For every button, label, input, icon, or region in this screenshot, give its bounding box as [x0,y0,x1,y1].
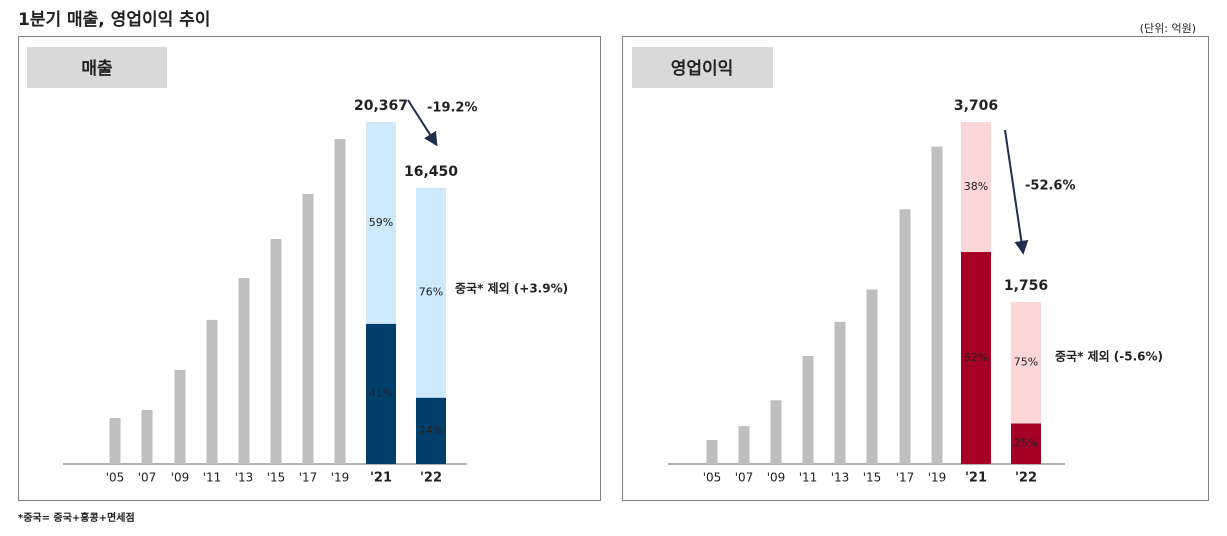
change-arrow [1004,129,1029,255]
bar [802,356,814,464]
x-tick-label: '13 [831,471,850,485]
bar [899,209,911,464]
unit-label: (단위: 억원) [1140,22,1196,35]
panel-title: 매출 [81,59,113,79]
panel-frame [18,36,601,501]
x-tick-label: '21 [965,471,987,486]
footnote: *중국= 중국+홍콩+면세점 [18,511,135,524]
x-tick-label: '22 [420,471,442,486]
panel-frame [622,36,1209,501]
x-tick-label: '21 [370,471,392,486]
page-title: 1분기 매출, 영업이익 추이 [18,10,210,30]
bar [770,400,782,464]
bar [238,277,250,464]
bar-segment [366,122,396,324]
bar [931,146,943,464]
bar-segment [961,251,991,464]
bar [706,440,718,464]
bar [270,238,282,464]
bar [109,417,121,464]
x-tick-label: '17 [299,471,318,485]
x-tick-label: '09 [767,471,786,485]
total-label: 3,706 [954,98,998,114]
segment-label: 41% [369,387,393,400]
bar-segment [416,187,446,398]
x-tick-label: '13 [235,471,254,485]
bar [334,139,346,464]
panel-title-box [27,47,167,88]
bar-segment [1011,301,1041,424]
x-tick-label: '09 [171,471,190,485]
bar [174,369,186,464]
x-tick-label: '07 [138,471,157,485]
x-tick-label: '05 [703,471,722,485]
panel-title-box [632,47,773,88]
bar [206,319,218,464]
x-tick-label: '07 [735,471,754,485]
change-arrow [407,99,438,147]
bar-segment [416,397,446,464]
annotation: 중국* 제외 (+3.9%) [455,281,568,296]
bar [302,193,314,464]
segment-label: 76% [419,286,443,299]
bar [141,409,153,464]
x-tick-label: '15 [267,471,286,485]
bar-segment [366,323,396,464]
x-tick-label: '17 [896,471,915,485]
segment-label: 38% [964,180,988,193]
bar [866,289,878,464]
total-label: 1,756 [1004,278,1048,294]
change-label: -19.2% [427,101,478,116]
bar [834,321,846,464]
total-label: 20,367 [354,98,408,114]
x-tick-label: '05 [106,471,125,485]
panel-title: 영업이익 [671,59,734,79]
bar [738,426,750,464]
x-tick-label: '22 [1015,471,1037,486]
x-tick-label: '11 [203,471,222,485]
change-label: -52.6% [1025,179,1076,194]
x-tick-label: '19 [928,471,947,485]
x-tick-label: '19 [331,471,350,485]
segment-label: 24% [419,424,443,437]
x-tick-label: '11 [799,471,818,485]
segment-label: 59% [369,216,393,229]
segment-label: 75% [1014,356,1038,369]
segment-label: 62% [964,351,988,364]
total-label: 16,450 [404,164,458,180]
bar-segment [1011,423,1041,464]
segment-label: 25% [1014,437,1038,450]
bar-segment [961,122,991,252]
annotation: 중국* 제외 (-5.6%) [1055,349,1163,364]
x-tick-label: '15 [863,471,882,485]
